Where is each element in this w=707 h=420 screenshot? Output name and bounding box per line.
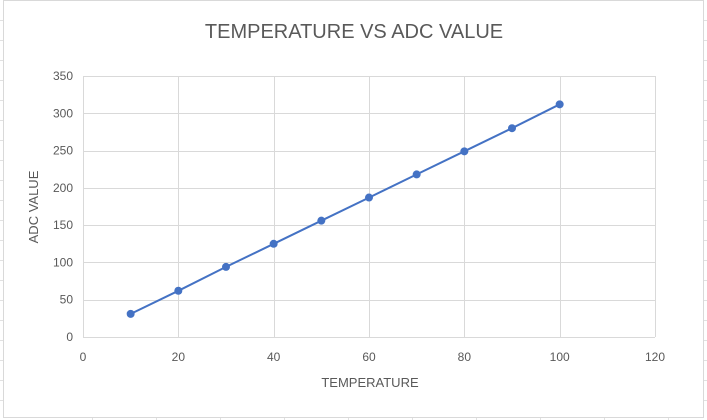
y-tick-label: 250	[53, 144, 73, 158]
y-tick-label: 150	[53, 218, 73, 232]
y-tick-label: 0	[66, 330, 73, 344]
data-point[interactable]	[412, 170, 421, 179]
y-tick-label: 200	[53, 181, 73, 195]
chart-area[interactable]: TEMPERATURE VS ADC VALUE 0 50 100 150 200 250…	[3, 0, 704, 418]
data-point[interactable]	[222, 262, 230, 271]
data-point[interactable]	[508, 124, 516, 133]
x-tick-label: 0	[80, 350, 87, 364]
data-point[interactable]	[555, 100, 564, 109]
data-point[interactable]	[317, 216, 326, 225]
data-point[interactable]	[269, 239, 278, 248]
series-line	[130, 103, 561, 315]
x-tick-label: 100	[550, 350, 570, 364]
data-point[interactable]	[174, 286, 183, 295]
data-series[interactable]	[126, 100, 564, 318]
x-tick-label: 60	[362, 350, 376, 364]
data-point[interactable]	[365, 193, 373, 202]
y-tick-label: 300	[53, 106, 73, 120]
x-tick-label: 20	[172, 350, 186, 364]
y-tick-label: 50	[60, 293, 74, 307]
x-axis-title: TEMPERATURE	[321, 375, 419, 390]
y-axis-title: ADC VALUE	[26, 170, 41, 243]
data-point[interactable]	[126, 309, 135, 318]
scatter-chart: TEMPERATURE VS ADC VALUE 050100150200250…	[26, 21, 665, 390]
y-tick-label: 350	[53, 69, 73, 83]
x-tick-label: 40	[267, 350, 281, 364]
x-tick-label: 120	[645, 350, 665, 364]
chart-title: TEMPERATURE VS ADC VALUE	[205, 21, 503, 43]
x-tick-label: 80	[458, 350, 472, 364]
gridlines	[83, 76, 656, 338]
y-tick-label: 100	[53, 255, 73, 269]
data-point[interactable]	[460, 147, 469, 156]
tick-labels: 0 50 100 150 200 250 300 350 0 20 40 60 80 100 120	[53, 69, 665, 364]
